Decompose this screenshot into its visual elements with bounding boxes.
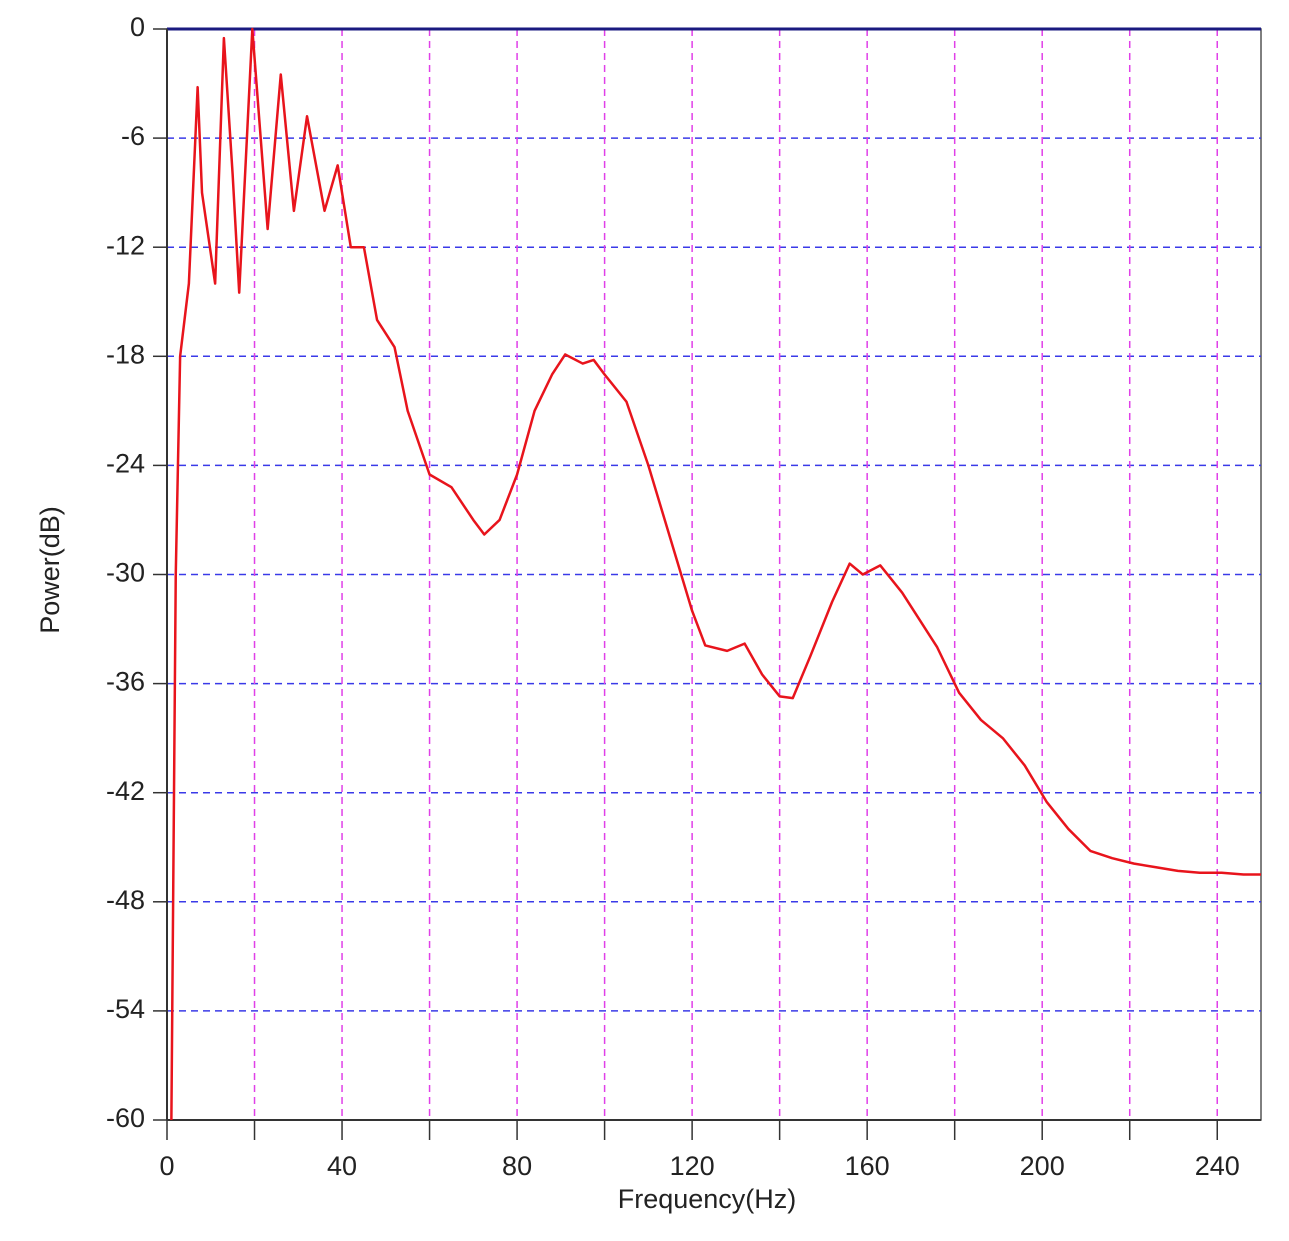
x-axis-label: Frequency(Hz)	[618, 1184, 797, 1214]
x-tick-label: 200	[1020, 1151, 1065, 1181]
y-tick-label: -30	[106, 558, 145, 588]
x-tick-label: 80	[502, 1151, 532, 1181]
x-tick-label: 240	[1195, 1151, 1240, 1181]
x-tick-label: 0	[159, 1151, 174, 1181]
y-axis-label: Power(dB)	[35, 506, 65, 634]
y-tick-label: -36	[106, 667, 145, 697]
x-tick-label: 160	[845, 1151, 890, 1181]
y-tick-label: -60	[106, 1103, 145, 1133]
data-line	[170, 27, 1261, 1121]
y-tick-label: -24	[106, 449, 145, 479]
y-tick-label: -6	[121, 121, 145, 151]
y-tick-label: -48	[106, 885, 145, 915]
y-tick-label: -12	[106, 230, 145, 260]
y-tick-label: -42	[106, 776, 145, 806]
x-tick-label: 40	[327, 1151, 357, 1181]
y-tick-label: 0	[130, 12, 145, 42]
y-tick-label: -54	[106, 994, 145, 1024]
x-tick-label: 120	[670, 1151, 715, 1181]
y-tick-label: -18	[106, 339, 145, 369]
